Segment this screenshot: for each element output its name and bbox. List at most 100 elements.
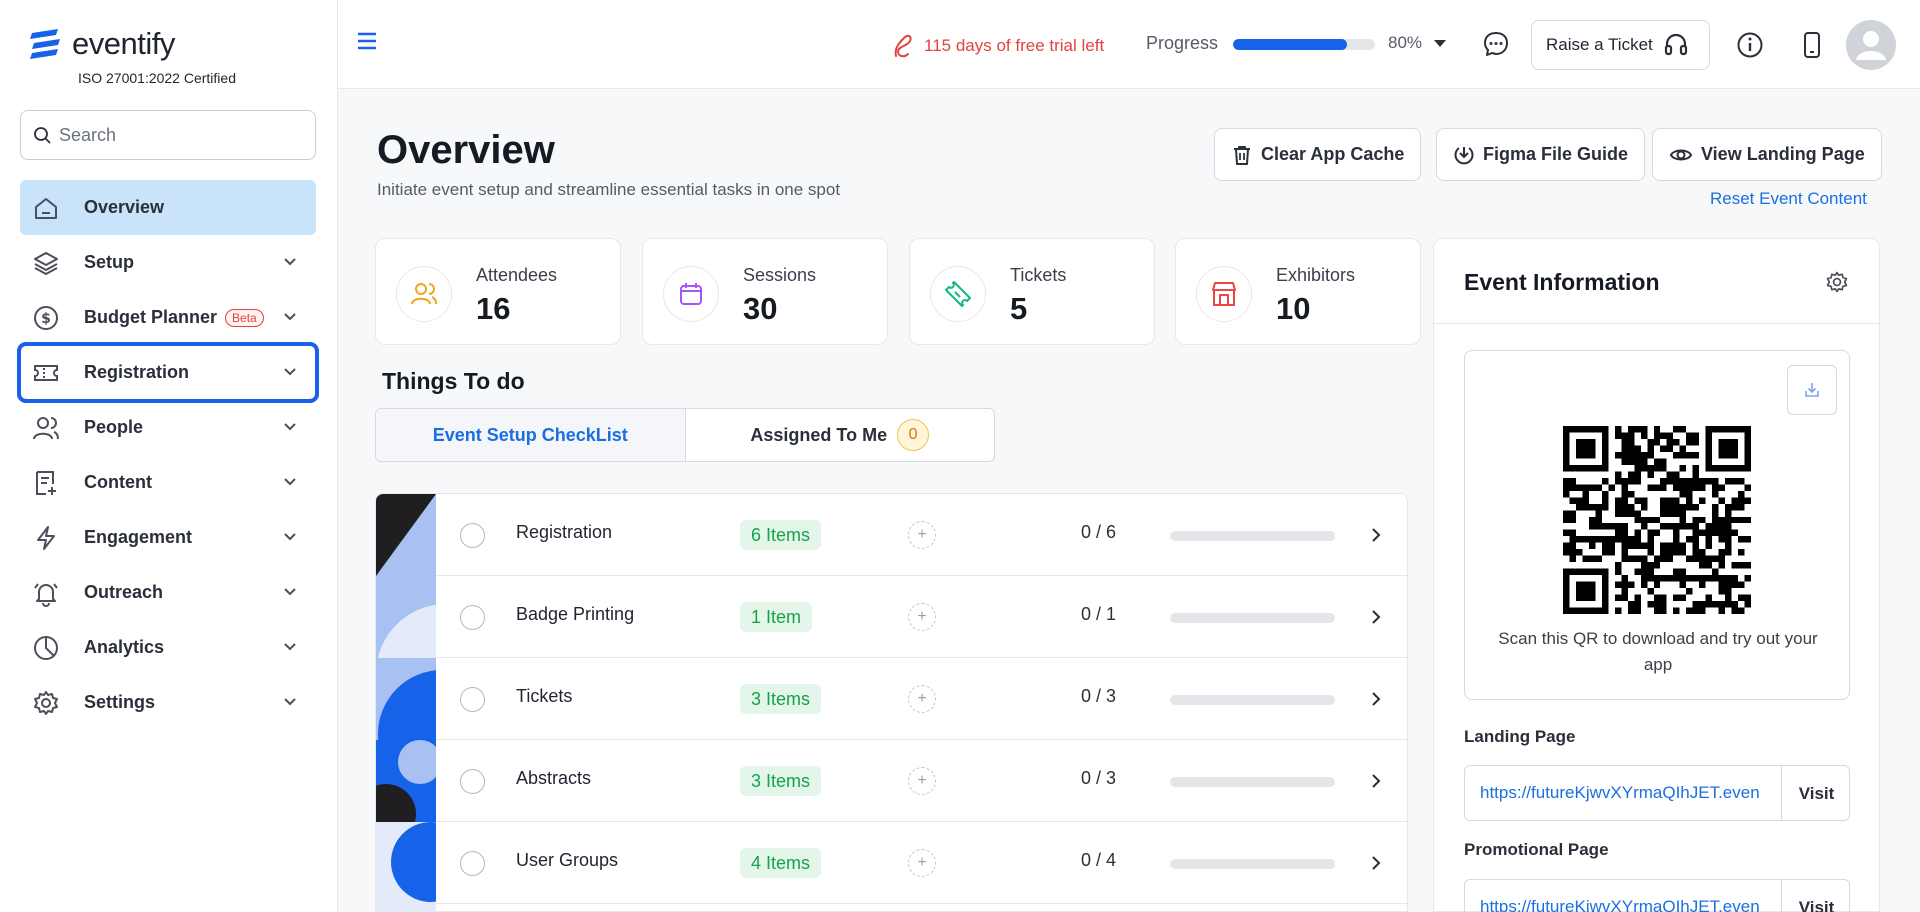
qr-module: [1634, 464, 1641, 472]
chevron-right-icon[interactable]: [1368, 689, 1384, 714]
checklist-row[interactable]: Abstracts 3 Items + 0 / 3: [436, 740, 1407, 822]
landing-page-url[interactable]: https://futureKjwvXYrmaQIhJET.even: [1480, 783, 1760, 802]
qr-module: [1601, 503, 1609, 511]
row-checkbox[interactable]: [460, 851, 485, 876]
tab-assigned-to-me[interactable]: Assigned To Me 0: [686, 409, 995, 461]
qr-module: [1699, 555, 1706, 563]
checklist-row[interactable]: Badge Printing 1 Item + 0 / 1: [436, 576, 1407, 658]
sidebar-item-outreach[interactable]: Outreach: [20, 565, 316, 620]
chevron-right-icon[interactable]: [1368, 771, 1384, 796]
stat-card-attendees[interactable]: Attendees 16: [375, 238, 621, 345]
qr-module: [1660, 503, 1667, 511]
qr-module: [1692, 438, 1700, 446]
qr-module: [1725, 549, 1732, 556]
visit-promotional-button[interactable]: Visit: [1781, 880, 1849, 912]
user-avatar[interactable]: [1846, 20, 1896, 70]
sidebar-item-budget-planner[interactable]: $ Budget Planner Beta: [20, 290, 316, 345]
progress-dropdown-caret-icon[interactable]: [1434, 40, 1446, 47]
things-to-do-heading: Things To do: [382, 368, 525, 394]
search-box[interactable]: [20, 110, 316, 160]
chevron-down-icon: [282, 253, 298, 274]
eventify-logo-icon: [30, 29, 60, 59]
qr-module: [1705, 523, 1713, 530]
chevron-down-icon: [282, 473, 298, 494]
qr-module: [1640, 555, 1648, 563]
add-item-button[interactable]: +: [908, 849, 936, 877]
row-checkbox[interactable]: [460, 769, 485, 794]
stat-card-sessions[interactable]: Sessions 30: [642, 238, 888, 345]
promotional-page-url[interactable]: https://futureKjwvXYrmaQIhJET.even: [1480, 897, 1760, 912]
add-item-button[interactable]: +: [908, 603, 936, 631]
checklist-row[interactable]: Registration 6 Items + 0 / 6: [436, 494, 1407, 576]
row-checkbox[interactable]: [460, 687, 485, 712]
row-title: User Groups: [516, 850, 619, 870]
qr-module: [1614, 523, 1622, 530]
qr-module: [1621, 588, 1628, 595]
sidebar-item-registration[interactable]: Registration: [17, 342, 319, 403]
landing-page-url-field[interactable]: https://futureKjwvXYrmaQIhJET.even Visit: [1464, 765, 1850, 821]
sidebar-item-content[interactable]: Content: [20, 455, 316, 510]
row-checkbox[interactable]: [460, 523, 485, 548]
logo[interactable]: eventify: [28, 26, 175, 62]
qr-module: [1692, 484, 1700, 491]
chat-icon[interactable]: [1482, 30, 1510, 63]
qr-module: [1673, 536, 1680, 543]
qr-module: [1718, 529, 1726, 537]
qr-module: [1692, 477, 1700, 485]
sidebar-item-overview[interactable]: Overview: [20, 180, 316, 235]
gear-icon[interactable]: [1825, 270, 1849, 299]
chevron-right-icon[interactable]: [1368, 607, 1384, 632]
qr-module: [1595, 536, 1602, 543]
add-item-button[interactable]: +: [908, 767, 936, 795]
sidebar-item-engagement[interactable]: Engagement: [20, 510, 316, 565]
qr-module: [1666, 497, 1674, 504]
row-title: Tickets: [516, 686, 573, 706]
qr-module: [1634, 568, 1641, 576]
qr-module: [1744, 484, 1751, 491]
checklist-row[interactable]: Tickets 3 Items + 0 / 3: [436, 658, 1407, 740]
visit-landing-button[interactable]: Visit: [1781, 766, 1849, 820]
qr-module: [1692, 523, 1700, 530]
add-item-button[interactable]: +: [908, 685, 936, 713]
raise-ticket-label: Raise a Ticket: [1546, 35, 1653, 54]
qr-module: [1725, 581, 1732, 589]
figma-file-guide-button[interactable]: Figma File Guide: [1436, 128, 1646, 181]
qr-module: [1575, 497, 1583, 504]
mobile-phone-icon[interactable]: [1800, 31, 1824, 64]
qr-module: [1718, 549, 1726, 556]
qr-module: [1627, 542, 1635, 550]
raise-ticket-button[interactable]: Raise a Ticket: [1531, 20, 1710, 70]
qr-module: [1686, 588, 1693, 595]
promotional-page-url-field[interactable]: https://futureKjwvXYrmaQIhJET.even Visit: [1464, 879, 1850, 912]
qr-module: [1660, 555, 1667, 563]
qr-module: [1660, 464, 1667, 472]
qr-module: [1640, 516, 1648, 524]
sidebar-item-setup[interactable]: Setup: [20, 235, 316, 290]
reset-event-content-link[interactable]: Reset Event Content: [1710, 189, 1867, 208]
qr-module: [1614, 497, 1622, 504]
qr-module: [1738, 477, 1745, 485]
chevron-right-icon[interactable]: [1368, 853, 1384, 878]
sidebar-item-settings[interactable]: Settings: [20, 675, 316, 730]
row-checkbox[interactable]: [460, 605, 485, 630]
menu-toggle-icon[interactable]: [356, 30, 378, 57]
search-input[interactable]: [59, 124, 299, 146]
attendees-icon-wrap: [396, 266, 452, 322]
qr-module: [1679, 490, 1687, 498]
info-icon[interactable]: [1736, 31, 1764, 64]
chevron-right-icon[interactable]: [1368, 525, 1384, 550]
tab-event-setup-checklist[interactable]: Event Setup CheckList: [376, 409, 686, 461]
stat-card-exhibitors[interactable]: Exhibitors 10: [1175, 238, 1421, 345]
qr-module: [1666, 510, 1674, 517]
view-landing-page-button[interactable]: View Landing Page: [1652, 128, 1882, 181]
sidebar-item-analytics[interactable]: Analytics: [20, 620, 316, 675]
download-qr-button[interactable]: [1787, 365, 1837, 415]
chevron-down-icon: [282, 528, 298, 549]
stat-card-tickets[interactable]: Tickets 5: [909, 238, 1155, 345]
qr-module: [1673, 549, 1680, 556]
progress-ratio: 0 / 3: [1080, 768, 1116, 788]
checklist-row[interactable]: User Groups 4 Items + 0 / 4: [436, 822, 1407, 904]
sidebar-item-people[interactable]: People: [20, 400, 316, 455]
add-item-button[interactable]: +: [908, 521, 936, 549]
clear-app-cache-button[interactable]: Clear App Cache: [1214, 128, 1422, 181]
